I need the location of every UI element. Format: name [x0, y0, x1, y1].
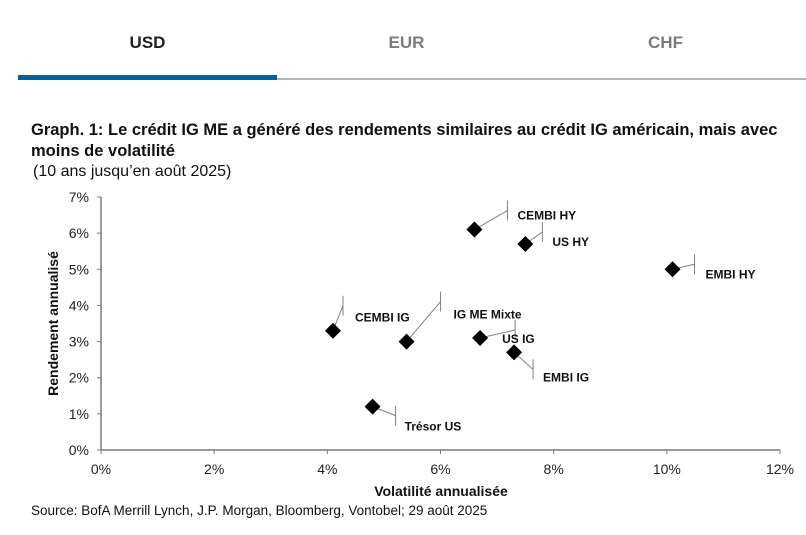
x-tick-label: 12% [766, 461, 794, 477]
data-label: IG ME Mixte [454, 308, 522, 322]
x-tick-label: 2% [204, 461, 224, 477]
data-label: Trésor US [405, 420, 462, 434]
scatter-chart: 0% 1% 2% 3% 4% 5% 6% 7% 0% 2% 4% 6% 8% 10% 12% Volatili… [45, 189, 794, 499]
data-point [517, 235, 534, 252]
data-point [664, 261, 681, 278]
leader-line [474, 210, 508, 230]
tab-chf[interactable]: CHF [648, 33, 683, 52]
x-tick-label: 8% [544, 461, 564, 477]
tab-eur[interactable]: EUR [388, 33, 425, 52]
chart-source: Source: BofA Merrill Lynch, J.P. Morgan,… [31, 503, 488, 518]
y-tick-label: 4% [69, 297, 89, 313]
x-axis-label: Volatilité annualisée [374, 483, 508, 499]
data-point [472, 329, 489, 346]
data-label: EMBI IG [543, 370, 589, 384]
y-axis-label: Rendement annualisé [45, 251, 61, 396]
data-label: US IG [502, 332, 535, 346]
currency-tabs: USD EUR CHF [18, 0, 806, 80]
chart-subtitle: (10 ans jusqu’en août 2025) [33, 163, 232, 180]
x-tick-label: 10% [653, 461, 681, 477]
data-point [324, 322, 341, 339]
leader-line [406, 301, 441, 342]
y-tick-label: 2% [69, 370, 89, 386]
y-tick-label: 6% [69, 225, 89, 241]
data-point [364, 398, 381, 415]
data-label: EMBI HY [705, 267, 755, 281]
tab-usd[interactable]: USD [18, 0, 277, 80]
chart-title: Graph. 1: Le crédit IG ME a généré des r… [31, 121, 778, 160]
y-tick-label: 0% [69, 442, 89, 458]
y-tick-label: 7% [69, 189, 89, 205]
data-label: CEMBI IG [355, 311, 410, 325]
y-tick-label: 5% [69, 261, 89, 277]
data-label: US HY [552, 235, 589, 249]
y-tick-label: 3% [69, 334, 89, 350]
x-tick-label: 4% [317, 461, 337, 477]
data-point [398, 333, 415, 350]
data-point [506, 344, 523, 361]
x-tick-label: 0% [91, 461, 111, 477]
x-tick-label: 6% [430, 461, 450, 477]
data-point [466, 221, 483, 238]
y-tick-label: 1% [69, 406, 89, 422]
data-label: CEMBI HY [517, 209, 576, 223]
